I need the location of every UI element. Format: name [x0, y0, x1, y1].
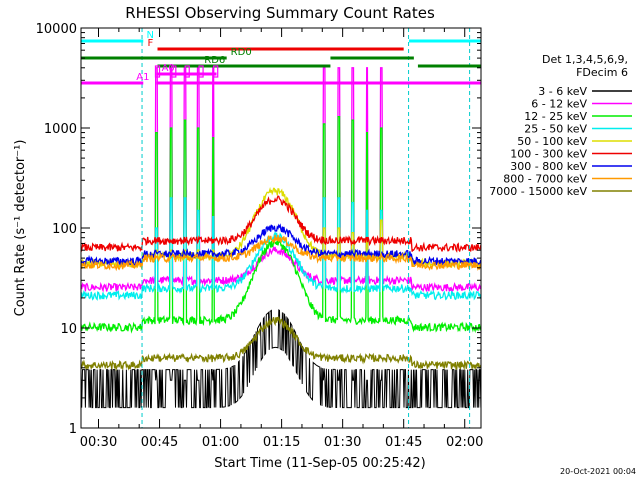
y-tick-label-5: 10000	[36, 22, 77, 37]
chart-title: RHESSI Observing Summary Count Rates	[125, 4, 435, 22]
flag-label-rd6: RD6	[204, 55, 225, 66]
flag-label-a1: A1	[136, 72, 149, 83]
legend-label-5: 50 - 100 keV	[517, 135, 587, 148]
legend-label-3: 12 - 25 keV	[524, 110, 587, 123]
series-line-6	[81, 195, 481, 253]
flag-box-a0-3	[184, 65, 190, 78]
y-tick-label-3: 100	[52, 222, 77, 237]
y-tick-label-4: 1000	[44, 122, 77, 137]
flag-label-n: N	[147, 30, 154, 41]
flag-box-a0-1	[154, 65, 161, 78]
legend-label-2: 6 - 12 keV	[531, 98, 587, 111]
legend-label-7: 300 - 800 keV	[510, 160, 587, 173]
flag-label-rd0: RD0	[231, 47, 252, 58]
x-axis-label: Start Time (11-Sep-05 00:25:42)	[214, 456, 425, 471]
legend-label-9: 7000 - 15000 keV	[489, 185, 587, 198]
series-line-1	[81, 309, 481, 409]
x-tick-label-2: 00:45	[141, 435, 178, 450]
x-tick-label-4: 01:15	[263, 435, 300, 450]
flag-label-f: F	[148, 38, 154, 49]
legend-label-1: 3 - 6 keV	[538, 85, 587, 98]
series-line-3	[81, 115, 481, 334]
series-line-2	[81, 67, 481, 293]
flag-label-a0: A0	[162, 63, 175, 74]
legend-header-1: Det 1,3,4,5,6,9,	[542, 53, 628, 66]
series-line-4	[81, 197, 481, 301]
flag-box-a0-2	[171, 65, 177, 78]
flag-bars: NF RD0 RD6 A0 A1	[81, 30, 481, 85]
series-layer	[81, 28, 481, 428]
x-tick-label-6: 01:45	[385, 435, 422, 450]
axes: 1 10 100 1000 10000 00:30 00:45 01:00 01:15 01:30…	[36, 22, 484, 450]
x-tick-label-3: 01:00	[202, 435, 239, 450]
y-axis-label: Count Rate (s⁻¹ detector⁻¹)	[13, 140, 28, 317]
legend-header-2: FDecim 6	[576, 66, 628, 79]
legend-label-4: 25 - 50 keV	[524, 123, 587, 136]
x-tick-label-5: 01:30	[324, 435, 361, 450]
y-tick-label-2: 10	[60, 322, 77, 337]
legend-label-6: 100 - 300 keV	[510, 148, 587, 161]
series-line-8	[81, 234, 481, 272]
flag-box-a0-4	[198, 65, 204, 78]
series-line-9	[81, 315, 481, 372]
footer-date: 20-Oct-2021 00:04	[560, 467, 636, 476]
x-tick-label-1: 00:30	[80, 435, 117, 450]
legend-label-8: 800 - 7000 keV	[503, 173, 587, 186]
x-tick-label-7: 02:00	[446, 435, 483, 450]
flag-box-a0-5	[213, 65, 219, 78]
y-tick-label-1: 1	[69, 422, 77, 437]
